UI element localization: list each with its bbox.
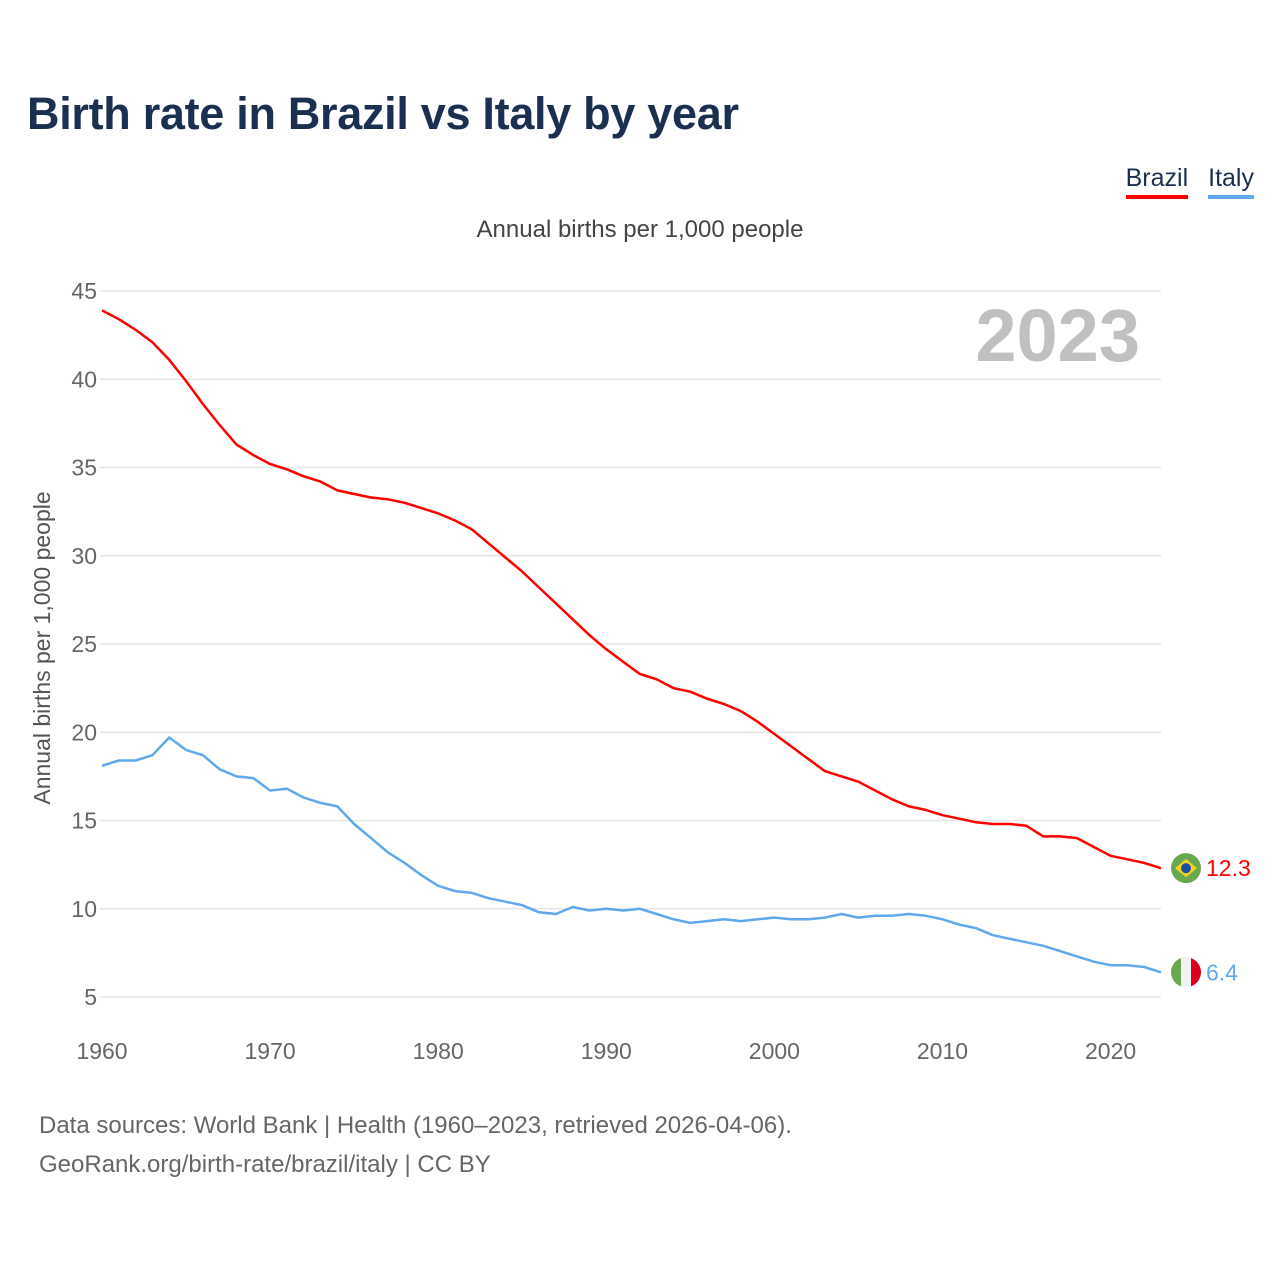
y-tick-label: 20 (71, 719, 97, 745)
x-tick-label: 1980 (413, 1038, 464, 1064)
brazil-flag-icon (1171, 853, 1201, 884)
year-watermark: 2023 (975, 294, 1140, 377)
series-line-brazil[interactable] (101, 309, 1162, 870)
legend: Brazil Italy (1125, 164, 1254, 199)
end-value-label-brazil: 12.3 (1206, 855, 1251, 881)
y-tick-label: 5 (84, 984, 97, 1010)
legend-item-italy[interactable]: Italy (1208, 164, 1254, 199)
y-tick-label: 30 (71, 543, 97, 569)
y-tick-label: 45 (71, 278, 97, 304)
x-tick-label: 1990 (581, 1038, 632, 1064)
y-tick-label: 15 (71, 808, 97, 834)
y-tick-label: 25 (71, 631, 97, 657)
legend-item-brazil[interactable]: Brazil (1125, 164, 1189, 199)
x-tick-label: 2010 (917, 1038, 968, 1064)
y-tick-label: 40 (71, 366, 97, 392)
x-tick-label: 2020 (1085, 1038, 1136, 1064)
italy-flag-icon (1171, 957, 1201, 988)
source-link[interactable]: GeoRank.org/birth-rate/brazil/italy | CC… (39, 1151, 491, 1178)
y-tick-label: 10 (71, 896, 97, 922)
x-tick-label: 1960 (76, 1038, 127, 1064)
chart-subtitle: Annual births per 1,000 people (476, 216, 804, 243)
y-axis-label: Annual births per 1,000 people (29, 491, 55, 804)
chart-title: Birth rate in Brazil vs Italy by year (27, 88, 739, 139)
series-line-italy[interactable] (101, 736, 1162, 974)
footer: Data sources: World Bank | Health (1960–… (39, 1106, 792, 1184)
data-source-note: Data sources: World Bank | Health (1960–… (39, 1112, 792, 1139)
end-value-label-italy: 6.4 (1206, 959, 1238, 985)
x-tick-label: 2000 (749, 1038, 800, 1064)
y-tick-label: 35 (71, 455, 97, 481)
x-tick-label: 1970 (245, 1038, 296, 1064)
